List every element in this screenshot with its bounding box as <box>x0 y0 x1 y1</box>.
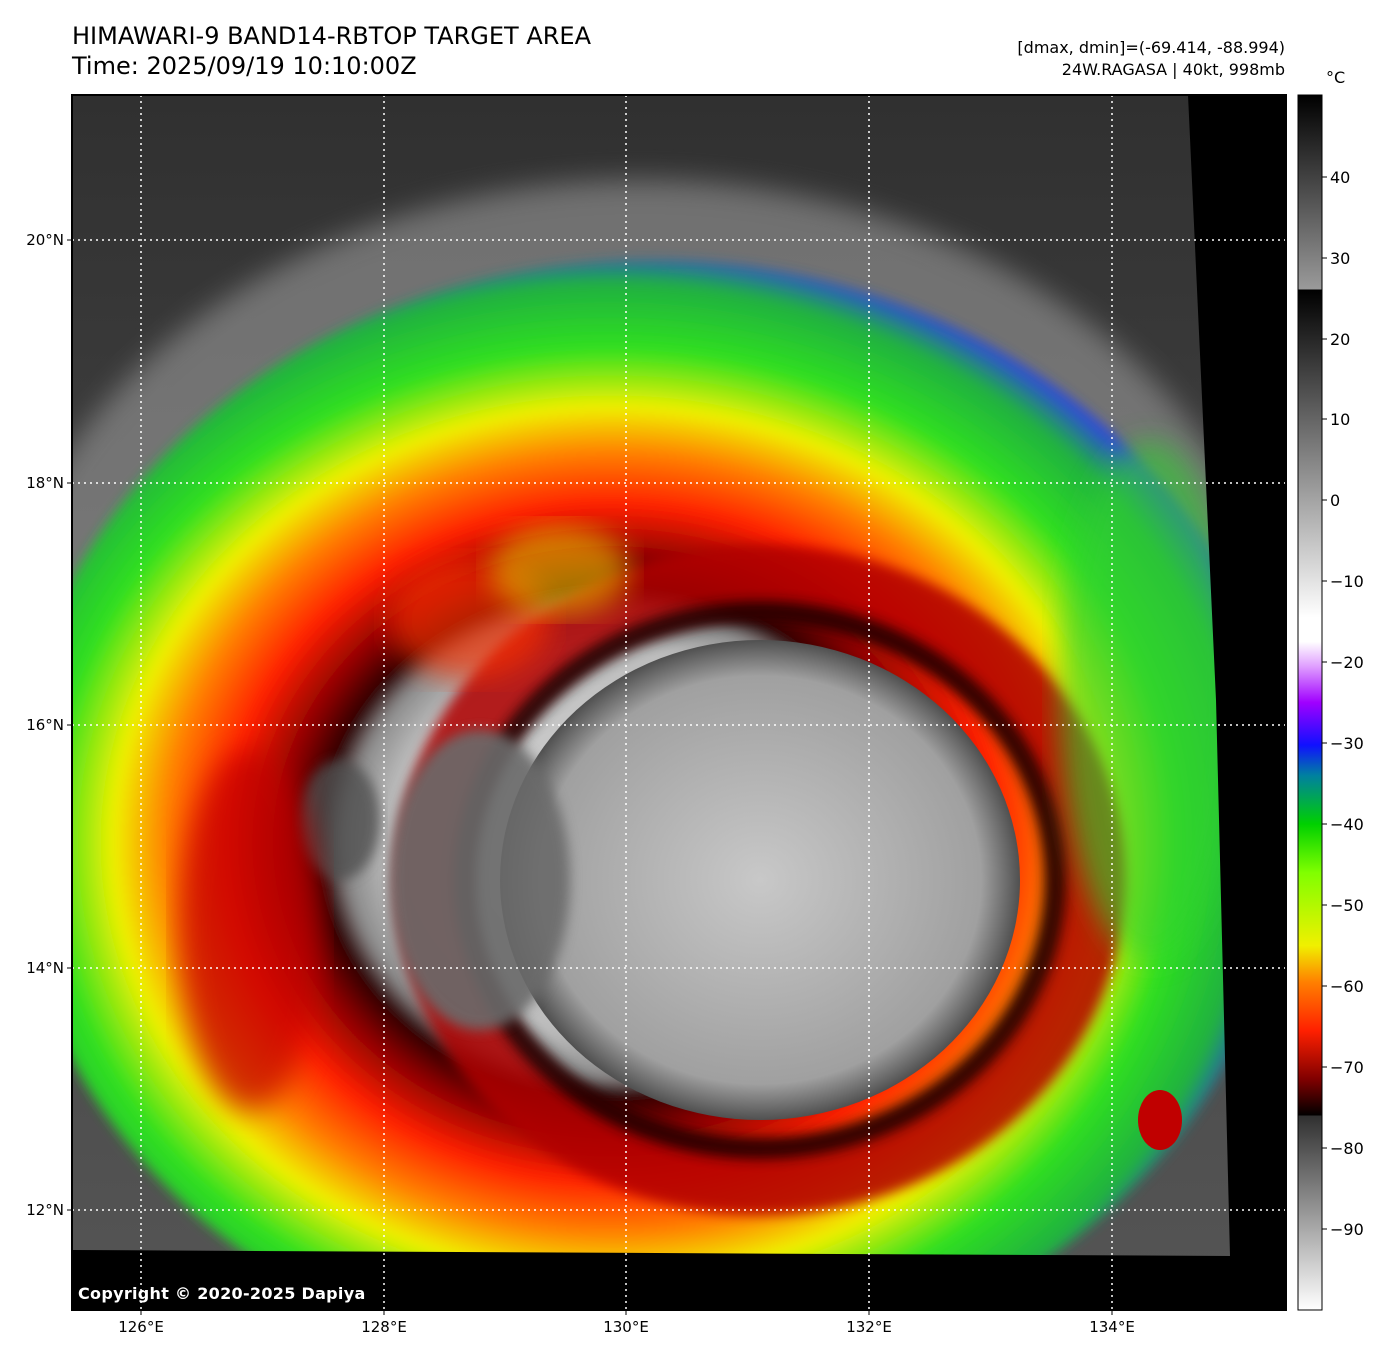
colorbar-tick-30: 30 <box>1330 249 1351 268</box>
colorbar-tick-neg20: −20 <box>1330 653 1364 672</box>
colorbar-tick-neg50: −50 <box>1330 896 1364 915</box>
colorbar-tick-neg30: −30 <box>1330 734 1364 753</box>
lon-label-132e: 132°E <box>846 1318 892 1336</box>
colorbar-tick-neg80: −80 <box>1330 1139 1364 1158</box>
lon-label-134e: 134°E <box>1089 1318 1135 1336</box>
colorbar-tick-20: 20 <box>1330 330 1351 349</box>
colorbar-tick-neg60: −60 <box>1330 977 1364 996</box>
title-line-2: Time: 2025/09/19 10:10:00Z <box>72 52 417 80</box>
imagery-area <box>72 95 1286 1310</box>
colorbar-tick-0: 0 <box>1330 491 1341 510</box>
lon-label-128e: 128°E <box>361 1318 407 1336</box>
lon-label-126e: 126°E <box>118 1318 164 1336</box>
colorbar-tick-neg40: −40 <box>1330 815 1364 834</box>
lat-label-14n: 14°N <box>26 959 64 977</box>
map-frame <box>71 94 1287 1311</box>
copyright-text: Copyright © 2020-2025 Dapiya <box>78 1284 366 1303</box>
lat-label-16n: 16°N <box>26 716 64 734</box>
storm-info-text: 24W.RAGASA | 40kt, 998mb <box>1061 60 1285 79</box>
gridlines <box>72 95 1286 1310</box>
colorbar <box>1297 94 1323 1311</box>
data-range-text: [dmax, dmin]=(-69.414, -88.994) <box>1017 38 1285 57</box>
colorbar-tick-neg70: −70 <box>1330 1058 1364 1077</box>
lat-label-12n: 12°N <box>26 1201 64 1219</box>
lat-label-18n: 18°N <box>26 474 64 492</box>
colorbar-tick-neg90: −90 <box>1330 1220 1364 1239</box>
lat-label-20n: 20°N <box>26 231 64 249</box>
colorbar-unit: °C <box>1326 68 1346 87</box>
colorbar-tick-neg10: −10 <box>1330 572 1364 591</box>
colorbar-tick-40: 40 <box>1330 168 1351 187</box>
title-line-1: HIMAWARI-9 BAND14-RBTOP TARGET AREA <box>72 22 592 50</box>
colorbar-tick-10: 10 <box>1330 410 1351 429</box>
lon-label-130e: 130°E <box>603 1318 649 1336</box>
